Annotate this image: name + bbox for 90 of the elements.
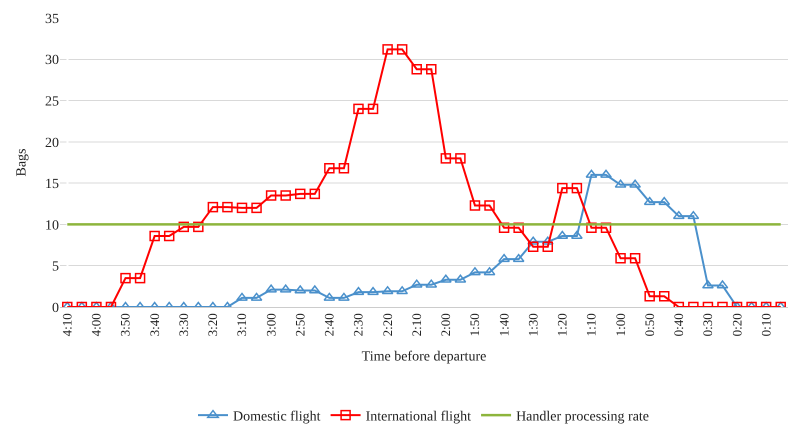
point [280, 190, 291, 201]
point [310, 188, 320, 200]
x-tick-label: 2:20 [380, 313, 395, 336]
point [600, 222, 612, 233]
x-tick-label: 3:10 [234, 313, 250, 336]
x-axis-title: Time before departure [362, 350, 486, 365]
y-tick-label: 15 [45, 177, 59, 192]
point [280, 284, 292, 293]
point [658, 196, 670, 206]
y-tick-label: 10 [45, 218, 59, 234]
x-tick-label: 3:50 [118, 313, 133, 336]
x-tick-label: 3:40 [146, 313, 162, 336]
point [193, 222, 204, 232]
x-tick-label: 3:30 [176, 313, 191, 336]
point [352, 286, 364, 296]
point [178, 222, 190, 232]
x-tick-label: 0:20 [729, 313, 744, 336]
x-tick-label: 2:40 [322, 313, 337, 336]
point [396, 44, 408, 55]
point [353, 104, 364, 114]
x-tick-label: 3:20 [205, 313, 220, 336]
x-tick-label: 0:30 [700, 313, 716, 336]
point [542, 241, 554, 252]
x-tick-label: 2:50 [292, 313, 308, 336]
point [644, 196, 656, 206]
y-tick-label: 35 [45, 12, 59, 27]
point [484, 200, 495, 211]
point [266, 190, 276, 201]
x-tick-label: 2:00 [438, 313, 454, 336]
point [411, 64, 422, 74]
point [265, 284, 278, 293]
point [557, 182, 568, 194]
point [586, 222, 597, 233]
x-tick-label: 4:10 [60, 313, 75, 336]
point [702, 280, 714, 289]
x-tick-label: 1:00 [612, 313, 628, 336]
x-tick-label: 1:10 [584, 313, 599, 336]
legend-label: Handler processing rate [516, 410, 650, 425]
x-tick-label: 0:50 [642, 313, 657, 336]
point [149, 230, 160, 242]
y-tick-label: 5 [52, 260, 59, 275]
x-tick-label: 3:00 [263, 313, 278, 336]
point [251, 202, 262, 214]
point [716, 280, 728, 289]
point [294, 188, 306, 200]
point [455, 153, 466, 164]
x-tick-label: 2:30 [350, 313, 366, 336]
point [687, 210, 700, 220]
point [410, 279, 423, 288]
point [484, 267, 496, 276]
point [236, 292, 248, 301]
point [338, 163, 350, 174]
y-tick-label: 25 [45, 94, 59, 110]
point [498, 222, 510, 233]
x-tick-label: 1:40 [496, 313, 512, 336]
point [672, 210, 685, 220]
point [324, 163, 335, 174]
point [208, 202, 218, 212]
point [425, 279, 438, 288]
y-tick-label: 30 [45, 53, 59, 68]
point [513, 222, 524, 233]
point [367, 286, 379, 296]
x-tick-label: 0:10 [758, 313, 774, 336]
y-tick-label: 0 [52, 300, 59, 316]
point [600, 170, 612, 178]
y-tick-label: 20 [45, 136, 59, 151]
point [528, 241, 538, 252]
y-axis-title: Bags [14, 148, 30, 176]
x-tick-label: 2:10 [408, 313, 424, 336]
point [440, 153, 452, 164]
point [236, 202, 248, 214]
point [222, 202, 233, 212]
x-tick-label: 1:50 [467, 313, 482, 336]
legend-label: Domestic flight [233, 410, 321, 425]
point [164, 230, 174, 242]
point [572, 182, 582, 194]
point [368, 104, 378, 114]
point [470, 200, 480, 211]
x-tick-label: 1:30 [525, 313, 540, 336]
x-tick-label: 1:20 [554, 313, 570, 336]
point [382, 44, 393, 55]
point [426, 64, 437, 74]
x-tick-label: 4:00 [88, 313, 104, 336]
point [498, 254, 510, 262]
legend-label: International flight [366, 410, 472, 425]
x-tick-label: 0:40 [671, 313, 686, 336]
point [120, 272, 131, 284]
point [134, 272, 146, 284]
point [512, 254, 525, 262]
point [469, 267, 481, 276]
